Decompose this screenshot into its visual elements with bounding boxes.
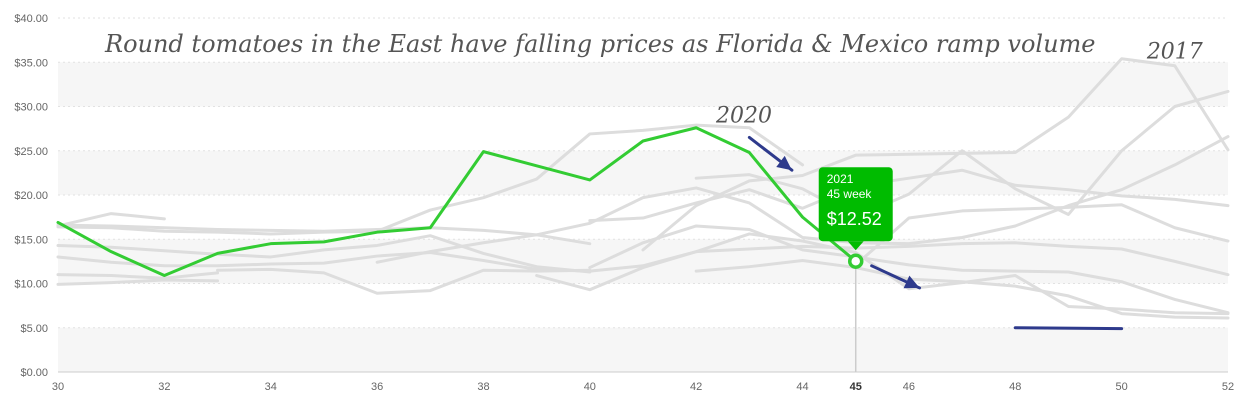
- y-axis-ticks: $0.00 $5.00 $10.00 $15.00 $20.00 $25.00 $30.00…: [14, 13, 48, 379]
- x-tick-label: 36: [371, 381, 383, 393]
- y-tick-label: $20.00: [14, 190, 48, 202]
- highlight-point-marker[interactable]: [847, 253, 864, 269]
- x-tick-label: 46: [903, 381, 915, 393]
- annotation-arrow-head: [776, 155, 792, 171]
- background-series-line: [588, 224, 1230, 315]
- background-series-line: [694, 89, 1230, 219]
- background-series-line: [56, 123, 805, 236]
- x-axis-ticks: 30 32 34 36 38 40 42 44 45 46 48 50 52: [52, 381, 1234, 393]
- background-series-line: [641, 57, 1230, 252]
- x-tick-label: 45: [850, 381, 862, 393]
- x-tick-label: 38: [477, 381, 489, 393]
- y-tick-label: $0.00: [20, 367, 48, 379]
- background-series-line: [694, 258, 1230, 320]
- annotation-arrow-head: [903, 275, 920, 289]
- y-tick-label: $35.00: [14, 57, 48, 69]
- x-tick-label: 50: [1116, 381, 1128, 393]
- background-series-line: [56, 241, 1230, 277]
- background-series-line: [56, 234, 592, 274]
- annotations: 2020 2017: [715, 40, 1203, 331]
- tooltip-box: [818, 167, 893, 242]
- y-tick-label: $10.00: [14, 279, 48, 291]
- x-tick-label: 34: [265, 381, 277, 393]
- highlight-series[interactable]: [56, 126, 864, 278]
- tooltip-year: 2021: [827, 172, 854, 186]
- background-series-line: [375, 135, 1230, 264]
- y-tick-label: $25.00: [14, 146, 48, 158]
- chart-title: Round tomatoes in the East have falling …: [104, 30, 1095, 58]
- x-tick-label: 30: [52, 381, 64, 393]
- grid-bands: [58, 62, 1228, 372]
- highlight-series-line[interactable]: [56, 126, 858, 278]
- grid-band: [58, 327, 1228, 372]
- x-tick-label: 42: [690, 381, 702, 393]
- tooltip-value: $12.52: [827, 209, 882, 229]
- x-tick-label: 44: [796, 381, 808, 393]
- y-tick-label: $5.00: [20, 323, 48, 335]
- tooltip-week: 45 week: [827, 187, 873, 201]
- tooltip-pointer: [847, 241, 864, 251]
- annotation-label: 2017: [1146, 40, 1203, 65]
- x-tick-label: 52: [1222, 381, 1234, 393]
- background-series-line: [56, 278, 220, 286]
- grid-band: [58, 62, 1228, 107]
- y-tick-label: $40.00: [14, 13, 48, 25]
- annotation-mark: [1013, 326, 1124, 331]
- background-series-line: [56, 212, 166, 228]
- background-series-line: [588, 168, 1230, 223]
- background-series-line: [56, 271, 220, 280]
- background-series-line: [854, 203, 1230, 267]
- x-tick-label: 48: [1009, 381, 1021, 393]
- x-tick-label: 40: [584, 381, 596, 393]
- x-tick-label: 32: [158, 381, 170, 393]
- background-series-line: [216, 267, 592, 295]
- annotation-label: 2020: [715, 103, 772, 128]
- y-tick-label: $30.00: [14, 102, 48, 114]
- y-tick-label: $15.00: [14, 234, 48, 246]
